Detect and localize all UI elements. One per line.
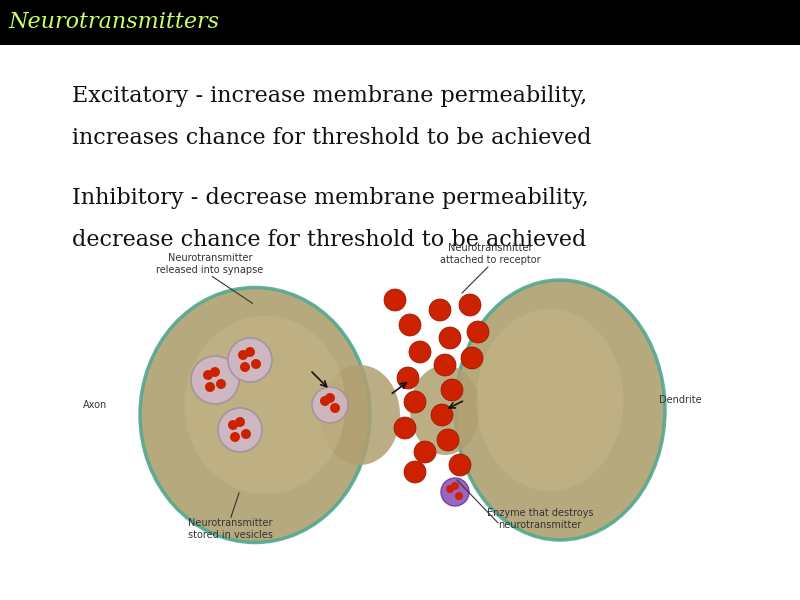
Circle shape bbox=[439, 327, 461, 349]
Circle shape bbox=[446, 485, 454, 493]
Circle shape bbox=[467, 321, 489, 343]
Circle shape bbox=[429, 299, 451, 321]
Ellipse shape bbox=[185, 316, 346, 494]
Circle shape bbox=[451, 482, 459, 490]
Circle shape bbox=[431, 404, 453, 426]
Circle shape bbox=[404, 391, 426, 413]
Ellipse shape bbox=[140, 287, 370, 542]
Ellipse shape bbox=[477, 309, 623, 491]
Circle shape bbox=[449, 454, 471, 476]
Circle shape bbox=[394, 417, 416, 439]
Circle shape bbox=[251, 359, 261, 369]
Text: Neurotransmitter
stored in vesicles: Neurotransmitter stored in vesicles bbox=[187, 518, 273, 540]
Circle shape bbox=[245, 347, 255, 357]
Circle shape bbox=[441, 379, 463, 401]
Text: Neurotransmitters: Neurotransmitters bbox=[8, 11, 219, 34]
Text: Dendrite: Dendrite bbox=[658, 395, 702, 405]
Text: increases chance for threshold to be achieved: increases chance for threshold to be ach… bbox=[72, 127, 591, 149]
Circle shape bbox=[325, 393, 335, 403]
Circle shape bbox=[191, 356, 239, 404]
Circle shape bbox=[455, 492, 463, 500]
Circle shape bbox=[434, 354, 456, 376]
Circle shape bbox=[228, 420, 238, 430]
Circle shape bbox=[409, 341, 431, 363]
Circle shape bbox=[218, 408, 262, 452]
Circle shape bbox=[205, 382, 215, 392]
Circle shape bbox=[437, 429, 459, 451]
Circle shape bbox=[397, 367, 419, 389]
Circle shape bbox=[414, 441, 436, 463]
Ellipse shape bbox=[455, 280, 665, 540]
Text: Inhibitory - decrease membrane permeability,: Inhibitory - decrease membrane permeabil… bbox=[72, 187, 589, 209]
Circle shape bbox=[384, 289, 406, 311]
Circle shape bbox=[240, 362, 250, 372]
Ellipse shape bbox=[320, 365, 400, 465]
Circle shape bbox=[461, 347, 483, 369]
Circle shape bbox=[404, 461, 426, 483]
Ellipse shape bbox=[410, 365, 480, 455]
Circle shape bbox=[228, 338, 272, 382]
Bar bbox=[0, 0, 800, 45]
Circle shape bbox=[241, 429, 251, 439]
Text: Axon: Axon bbox=[83, 400, 107, 410]
Circle shape bbox=[330, 403, 340, 413]
Circle shape bbox=[312, 387, 348, 423]
Circle shape bbox=[399, 314, 421, 336]
Text: Excitatory - increase membrane permeability,: Excitatory - increase membrane permeabil… bbox=[72, 85, 587, 107]
Circle shape bbox=[203, 370, 213, 380]
Circle shape bbox=[230, 432, 240, 442]
Text: Neurotransmitter
released into synapse: Neurotransmitter released into synapse bbox=[156, 253, 264, 275]
Circle shape bbox=[459, 294, 481, 316]
Circle shape bbox=[238, 350, 248, 360]
Circle shape bbox=[216, 379, 226, 389]
Text: Neurotransmitter
attached to receptor: Neurotransmitter attached to receptor bbox=[440, 244, 540, 265]
Circle shape bbox=[441, 478, 469, 506]
Circle shape bbox=[210, 367, 220, 377]
Circle shape bbox=[235, 417, 245, 427]
Text: decrease chance for threshold to be achieved: decrease chance for threshold to be achi… bbox=[72, 229, 586, 251]
Circle shape bbox=[320, 396, 330, 406]
Text: Enzyme that destroys
neurotransmitter: Enzyme that destroys neurotransmitter bbox=[486, 508, 594, 530]
